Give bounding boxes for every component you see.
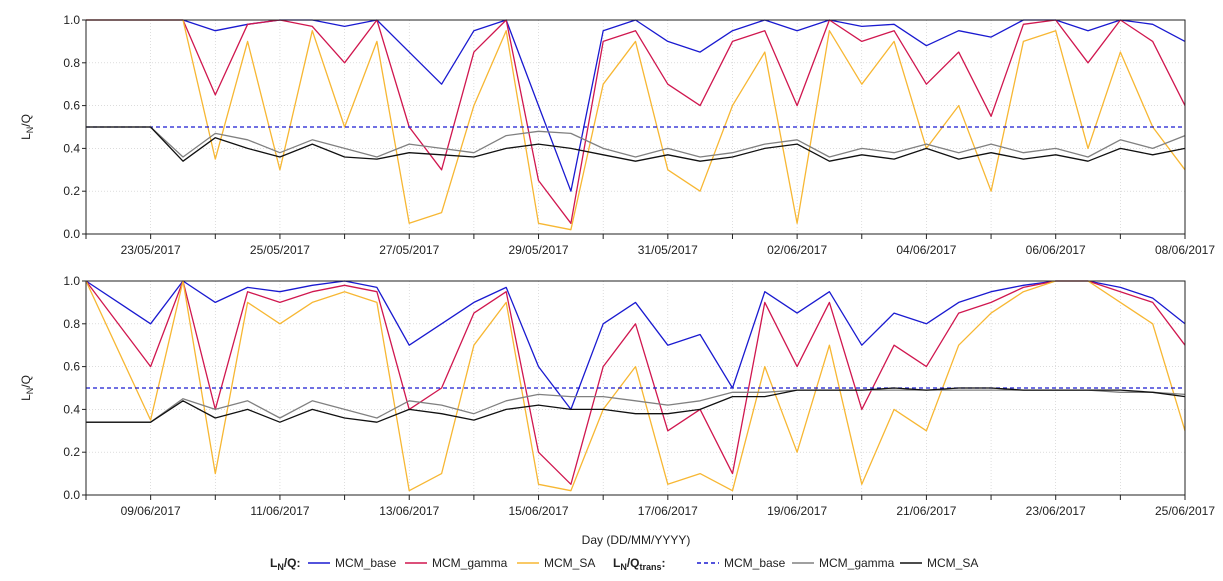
panel-bottom: 0.0 0.2 0.4 0.6 0.8 1.0 09/06/2017 11/06/2017 13… [19, 274, 1215, 518]
x-tick-label: 15/06/2017 [508, 504, 568, 518]
x-axis-label: Day (DD/MM/YYYY) [582, 533, 691, 547]
y-tick-label: 0.4 [63, 141, 80, 155]
series-line-trans-mcm-sa [86, 387, 1186, 423]
y-tick-label: 1.0 [63, 13, 80, 27]
x-tick-label: 11/06/2017 [250, 504, 309, 518]
x-tick-label: 25/06/2017 [1155, 504, 1215, 518]
y-axis-label: LN/Q [19, 375, 35, 401]
plot-frame [85, 280, 1186, 496]
series-line-mcm-gamma [86, 19, 1186, 224]
y-tick-label: 0.0 [63, 488, 80, 502]
legend: LN/Q: MCM_base MCM_gamma MCM_SA LN/Qtran… [270, 556, 978, 572]
x-tick-label: 23/05/2017 [121, 243, 181, 257]
panel-top: 0.0 0.2 0.4 0.6 0.8 1.0 23/05/2017 25/05/2017 27… [19, 13, 1215, 257]
x-tick-label: 04/06/2017 [896, 243, 956, 257]
series-line-trans-mcm-gamma [86, 389, 1186, 423]
x-tick-label: 08/06/2017 [1155, 243, 1215, 257]
plot-frame [85, 19, 1186, 235]
y-axis-label: LN/Q [19, 114, 35, 140]
legend-label-sa: MCM_SA [544, 556, 595, 570]
series-line-trans-mcm-sa [86, 126, 1186, 162]
x-tick-label: 17/06/2017 [638, 504, 698, 518]
legend-group2-title: LN/Qtrans: [613, 556, 666, 572]
y-tick-label: 0.6 [63, 360, 80, 374]
x-tick-label: 06/06/2017 [1026, 243, 1086, 257]
y-tick-label: 0.2 [63, 184, 80, 198]
y-tick-label: 0.4 [63, 402, 80, 416]
x-tick-label: 31/05/2017 [638, 243, 698, 257]
legend-group1-title: LN/Q: [270, 556, 301, 572]
series-line-mcm-base [85, 280, 1186, 411]
x-tick-label: 29/05/2017 [508, 243, 568, 257]
x-tick-label: 25/05/2017 [250, 243, 310, 257]
legend-label-gamma: MCM_gamma [432, 556, 508, 570]
x-tick-label: 27/05/2017 [379, 243, 439, 257]
x-tick-label: 09/06/2017 [121, 504, 181, 518]
series-line-mcm-sa [85, 280, 1186, 492]
legend-label-base: MCM_base [335, 556, 397, 570]
series-line-trans-mcm-gamma [86, 126, 1186, 158]
y-tick-label: 0.8 [63, 56, 80, 70]
y-tick-label: 1.0 [63, 274, 80, 288]
y-tick-label: 0.2 [63, 445, 80, 459]
series-line-mcm-sa [86, 19, 1186, 231]
legend-label-trans-base: MCM_base [724, 556, 786, 570]
y-tick-label: 0.8 [63, 317, 80, 331]
legend-label-trans-gamma: MCM_gamma [819, 556, 895, 570]
legend-label-trans-sa: MCM_SA [927, 556, 978, 570]
x-tick-label: 23/06/2017 [1026, 504, 1086, 518]
x-tick-label: 19/06/2017 [767, 504, 827, 518]
x-tick-label: 02/06/2017 [767, 243, 827, 257]
y-tick-label: 0.0 [63, 227, 80, 241]
y-tick-label: 0.6 [63, 99, 80, 113]
series-line-mcm-gamma [85, 280, 1186, 485]
x-tick-label: 13/06/2017 [379, 504, 439, 518]
x-tick-label: 21/06/2017 [896, 504, 956, 518]
